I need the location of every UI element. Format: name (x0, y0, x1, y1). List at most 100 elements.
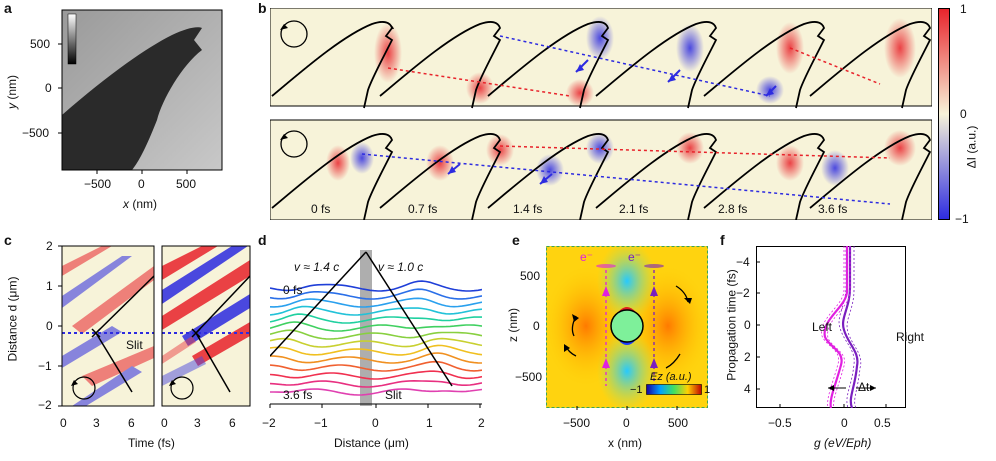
panel-a-xlabel: x (nm) (123, 197, 157, 211)
panel-b-colorbar-tick: −1 (955, 212, 969, 226)
panel-b-label: b (258, 0, 267, 16)
panel-b-frames (270, 8, 932, 220)
panel-f-xtick: 0.5 (874, 416, 891, 430)
waterfall-trace (270, 313, 482, 324)
panel-c-axes (58, 245, 251, 407)
waterfall-trace (270, 360, 482, 372)
panel-b-colorbar (938, 8, 950, 220)
panel-d-waterfall (270, 250, 482, 406)
waterfall-trace (270, 288, 482, 300)
panel-d-speed-left: v ≈ 1.4 c (294, 260, 340, 274)
waterfall-trace (270, 352, 482, 364)
panel-d-speed-right: v ≈ 1.0 c (378, 260, 424, 274)
panel-f-ytick: −2 (736, 286, 750, 300)
panel-b-time-label: 0 fs (311, 202, 331, 216)
waterfall-trace (270, 321, 482, 332)
panel-e-electron-right: e⁻ (628, 250, 642, 264)
panel-a-ytick: 0 (45, 81, 52, 95)
panel-e-axes (576, 406, 678, 410)
waterfall-trace (270, 379, 482, 388)
panel-b-colorbar-tick: 1 (960, 2, 967, 16)
panel-c-xtick: 6 (229, 416, 236, 430)
panel-c-right-map (162, 246, 250, 406)
panel-e-xtick: 0 (623, 416, 630, 430)
panel-b-colorbar-tick: 0 (960, 107, 967, 121)
panel-e-ylabel: z (nm) (506, 308, 520, 342)
panel-c-xtick: 0 (161, 416, 168, 430)
panel-e-xtick: 500 (668, 416, 689, 430)
panel-b-time-label: 0.7 fs (408, 202, 438, 216)
panel-c-ytick: 1 (46, 279, 53, 293)
panel-d-label: d (258, 232, 267, 248)
panel-e-label: e (512, 232, 520, 248)
panel-f-plot (756, 246, 906, 408)
waterfall-trace (270, 344, 482, 356)
panel-a-ytick: −500 (22, 126, 50, 140)
panel-e-colorbar (646, 384, 702, 395)
panel-c-left-map (62, 246, 154, 406)
panel-b-time-label: 1.4 fs (513, 202, 543, 216)
panel-b-colorbar-label: ΔI (a.u.) (964, 125, 979, 169)
panel-e-colorbar-title: Ez (a.u.) (650, 371, 692, 383)
panel-c-ytick: −1 (38, 359, 52, 373)
panel-e-ytick: 0 (533, 319, 540, 333)
waterfall-trace (270, 337, 482, 348)
panel-a-xtick: 0 (138, 177, 145, 191)
panel-c-ytick: 2 (46, 239, 53, 253)
panel-d-xtick: −1 (314, 416, 328, 430)
panel-e-colorbar-max: 1 (704, 384, 711, 396)
panel-d-xtick: −2 (262, 416, 276, 430)
panel-f-ytick: 2 (744, 350, 751, 364)
panel-c-xtick: 6 (128, 416, 135, 430)
panel-b-time-label: 2.8 fs (718, 202, 748, 216)
panel-c-xtick: 0 (60, 416, 67, 430)
panel-d-axis (269, 404, 481, 408)
panel-f-ytick: −4 (736, 255, 750, 269)
panel-c-ytick: 0 (46, 319, 53, 333)
panel-f-ytick: 0 (744, 318, 751, 332)
panel-f-xtick: 0 (841, 416, 848, 430)
panel-a-xtick: 500 (176, 177, 197, 191)
panel-e-ytick: −500 (515, 370, 543, 384)
panel-f-label: f (720, 232, 725, 248)
panel-d-xlabel: Distance (μm) (334, 436, 409, 450)
waterfall-trace (270, 329, 482, 340)
panel-e-electron-left: e⁻ (580, 250, 594, 264)
panel-d-slit-label: Slit (385, 388, 402, 402)
waterfall-trace (270, 370, 482, 380)
panel-e-xlabel: x (nm) (608, 436, 642, 450)
panel-a-ytick: 500 (30, 37, 51, 51)
panel-d-xtick: 0 (372, 416, 379, 430)
panel-a-axes (58, 9, 223, 174)
panel-c-xtick: 3 (93, 416, 100, 430)
waterfall-trace (270, 305, 482, 316)
panel-d-xtick: 2 (478, 416, 485, 430)
panel-c-ylabel: Distance d (μm) (5, 276, 20, 362)
panel-a-sem-image (62, 10, 222, 170)
panel-c-xlabel: Time (fs) (128, 436, 175, 450)
panel-e-ytick: 500 (520, 269, 541, 283)
panel-d-xtick: 1 (426, 416, 433, 430)
panel-a-ylabel: y (nm) (5, 75, 19, 109)
panel-e-colorbar-min: −1 (630, 384, 643, 396)
panel-f-xlabel: g (eV/Eph) (814, 436, 872, 450)
panel-f-left-label: Left (812, 320, 833, 334)
panel-f-ytick: 4 (744, 382, 751, 396)
panel-e-xtick: −500 (563, 416, 591, 430)
panel-c-label: c (4, 232, 12, 248)
panel-f-xtick: −0.5 (768, 416, 792, 430)
panel-d-time-bottom: 3.6 fs (283, 388, 313, 402)
panel-e-field-map (546, 246, 708, 408)
panel-b-time-label: 2.1 fs (619, 202, 649, 216)
waterfall-trace (270, 280, 482, 292)
panel-a-label: a (4, 0, 12, 16)
panel-d-time-top: 0 fs (283, 283, 303, 297)
panel-a-xtick: −500 (84, 177, 112, 191)
panel-c-slit-label: Slit (126, 338, 143, 352)
waterfall-trace (270, 297, 482, 308)
waterfall-trace (270, 388, 482, 396)
panel-c-xtick: 3 (194, 416, 201, 430)
panel-b-time-label: 3.6 fs (818, 202, 848, 216)
panel-f-ylabel: Propagation time (fs) (724, 269, 739, 381)
panel-f-right-label: Right (896, 330, 925, 344)
